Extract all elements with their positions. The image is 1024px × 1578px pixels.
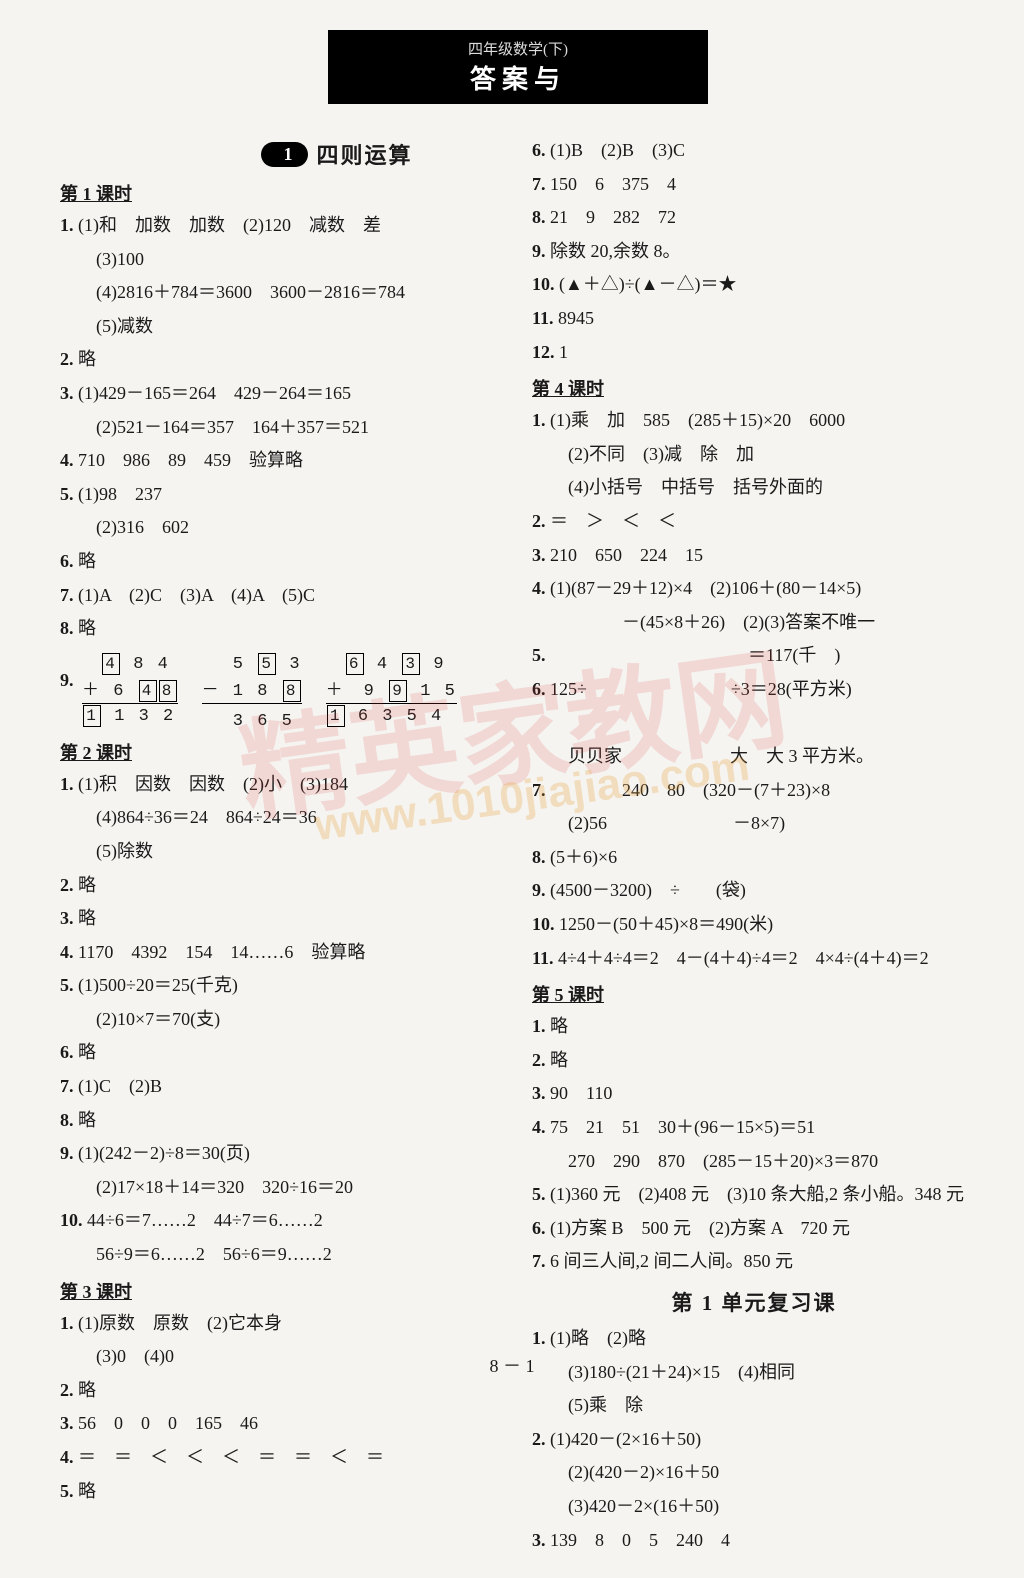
text-line: 1. 略 <box>532 1011 976 1042</box>
text-line: 3. 210 650 224 15 <box>532 540 976 571</box>
text-line: (5)乘 除 <box>532 1390 976 1421</box>
text-line: 3. 56 0 0 0 165 46 <box>60 1408 504 1439</box>
header-subtitle: 四年级数学(下) <box>330 38 706 59</box>
text-line: 10. (▲＋△)÷(▲－△)＝★ <box>532 269 976 300</box>
unit-title: 四则运算 <box>316 138 412 170</box>
left-column: 1 四则运算 第 1 课时 1. (1)和 加数 加数 (2)120 减数 差 … <box>60 132 504 1558</box>
problem-9-vertical: 9. 4 8 4＋ 6 481 1 3 2 5 5 3－ 1 8 8 3 6 5… <box>60 648 504 731</box>
text-line: (2)10×7＝70(支) <box>60 1004 504 1035</box>
text-line: 2. 略 <box>60 344 504 375</box>
text-line: 6. 125÷ ÷3＝28(平方米) <box>532 674 976 705</box>
text-line: 7. 6 间三人间,2 间二人间。850 元 <box>532 1246 976 1277</box>
arithmetic-stack: 5 5 3－ 1 8 8 3 6 5 <box>202 648 302 731</box>
text-line: 6. 略 <box>60 1037 504 1068</box>
text-line: (4)小括号 中括号 括号外面的 <box>532 472 976 503</box>
text-line: －(45×8＋26) (2)(3)答案不唯一 <box>532 607 976 638</box>
text-line: 9. (4500－3200) ÷ (袋) <box>532 875 976 906</box>
text-line: 2. 略 <box>60 1375 504 1406</box>
page-root: 四年级数学(下) 答案与 1 四则运算 第 1 课时 1. (1)和 加数 加数… <box>0 0 1024 1578</box>
page-footer: 8 － 1 <box>0 1352 1024 1378</box>
text-line: 7. (1)A (2)C (3)A (4)A (5)C <box>60 580 504 611</box>
text-line: 4. ＝ ＝ ＜ ＜ ＜ ＝ ＝ ＜ ＝ <box>60 1442 504 1473</box>
text-line: 7. (1)C (2)B <box>60 1071 504 1102</box>
text-line: 6. (1)方案 B 500 元 (2)方案 A 720 元 <box>532 1213 976 1244</box>
text-line: 56÷9＝6……2 56÷6＝9……2 <box>60 1239 504 1270</box>
text-line: 2. 略 <box>532 1045 976 1076</box>
arithmetic-stack: 4 8 4＋ 6 481 1 3 2 <box>82 648 178 727</box>
text-line: 2. ＝ ＞ ＜ ＜ <box>532 506 976 537</box>
problem-9-label: 9. <box>60 670 74 691</box>
unit-heading: 1 四则运算 <box>170 138 504 170</box>
text-line: 7. 150 6 375 4 <box>532 169 976 200</box>
text-line: 3. (1)429－165＝264 429－264＝165 <box>60 378 504 409</box>
text-line: 4. 710 986 89 459 验算略 <box>60 445 504 476</box>
text-line: 10. 44÷6＝7……2 44÷7＝6……2 <box>60 1205 504 1236</box>
text-line: 3. 略 <box>60 903 504 934</box>
text-line: 8. 21 9 282 72 <box>532 202 976 233</box>
text-line <box>532 708 976 739</box>
lesson-3-title: 第 3 课时 <box>60 1278 504 1304</box>
text-line: 4. (1)(87－29＋12)×4 (2)106＋(80－14×5) <box>532 573 976 604</box>
text-line: 8. 略 <box>60 1105 504 1136</box>
text-line: 10. 1250－(50＋45)×8＝490(米) <box>532 909 976 940</box>
text-line: 2. 略 <box>60 870 504 901</box>
text-line: 5. (1)360 元 (2)408 元 (3)10 条大船,2 条小船。348… <box>532 1179 976 1210</box>
arithmetic-stack: 6 4 3 9＋ 9 9 1 51 6 3 5 4 <box>326 648 457 727</box>
lesson-2-title: 第 2 课时 <box>60 739 504 765</box>
lesson-1-title: 第 1 课时 <box>60 180 504 206</box>
text-line: 6. (1)B (2)B (3)C <box>532 135 976 166</box>
text-line: 12. 1 <box>532 337 976 368</box>
text-line: 8. (5＋6)×6 <box>532 842 976 873</box>
text-line: (3)420－2×(16＋50) <box>532 1491 976 1522</box>
text-line: 11. 8945 <box>532 303 976 334</box>
text-line: (2)521－164＝357 164＋357＝521 <box>60 412 504 443</box>
text-line: 270 290 870 (285－15＋20)×3＝870 <box>532 1146 976 1177</box>
text-line: (2)316 602 <box>60 512 504 543</box>
text-line: (4)864÷36＝24 864÷24＝36 <box>60 802 504 833</box>
lesson-4-title: 第 4 课时 <box>532 375 976 401</box>
text-line: 贝贝家 大 大 3 平方米。 <box>532 741 976 772</box>
text-line: 9. (1)(242－2)÷8＝30(页) <box>60 1138 504 1169</box>
text-line: (2)(420－2)×16＋50 <box>532 1457 976 1488</box>
text-line: 2. (1)420－(2×16＋50) <box>532 1424 976 1455</box>
text-line: (2)不同 (3)减 除 加 <box>532 439 976 470</box>
text-line: 1. (1)乘 加 585 (285＋15)×20 6000 <box>532 405 976 436</box>
header-banner: 四年级数学(下) 答案与 <box>328 30 708 104</box>
text-line: 1. (1)和 加数 加数 (2)120 减数 差 <box>60 210 504 241</box>
right-column: 6. (1)B (2)B (3)C7. 150 6 375 48. 21 9 2… <box>532 132 976 1558</box>
text-line: 6. 略 <box>60 546 504 577</box>
text-line: 5. (1)500÷20＝25(千克) <box>60 970 504 1001</box>
text-line: 4. 1170 4392 154 14……6 验算略 <box>60 937 504 968</box>
text-line: (5)除数 <box>60 836 504 867</box>
text-line: 1. (1)积 因数 因数 (2)小 (3)184 <box>60 769 504 800</box>
text-line: (4)2816＋784＝3600 3600－2816＝784 <box>60 277 504 308</box>
header-title: 答案与 <box>470 65 566 94</box>
content-columns: 1 四则运算 第 1 课时 1. (1)和 加数 加数 (2)120 减数 差 … <box>60 132 976 1558</box>
text-line: 8. 略 <box>60 613 504 644</box>
text-line: 3. 139 8 0 5 240 4 <box>532 1525 976 1556</box>
text-line: 4. 75 21 51 30＋(96－15×5)＝51 <box>532 1112 976 1143</box>
text-line: 5. (1)98 237 <box>60 479 504 510</box>
text-line: 1. (1)略 (2)略 <box>532 1323 976 1354</box>
text-line: (2)56 －8×7) <box>532 808 976 839</box>
review-title: 第 1 单元复习课 <box>532 1287 976 1317</box>
text-line: 5. 略 <box>60 1476 504 1507</box>
unit-number-pill: 1 <box>261 142 308 167</box>
text-line: 1. (1)原数 原数 (2)它本身 <box>60 1308 504 1339</box>
lesson-5-title: 第 5 课时 <box>532 981 976 1007</box>
text-line: 5. ＝117(千 ) <box>532 640 976 671</box>
text-line: 3. 90 110 <box>532 1078 976 1109</box>
text-line: (5)减数 <box>60 311 504 342</box>
text-line: 9. 除数 20,余数 8。 <box>532 236 976 267</box>
text-line: (3)100 <box>60 244 504 275</box>
text-line: (2)17×18＋14＝320 320÷16＝20 <box>60 1172 504 1203</box>
text-line: 7. 240 80 (320－(7＋23)×8 <box>532 775 976 806</box>
text-line: 11. 4÷4＋4÷4＝2 4－(4＋4)÷4＝2 4×4÷(4＋4)＝2 <box>532 943 976 974</box>
